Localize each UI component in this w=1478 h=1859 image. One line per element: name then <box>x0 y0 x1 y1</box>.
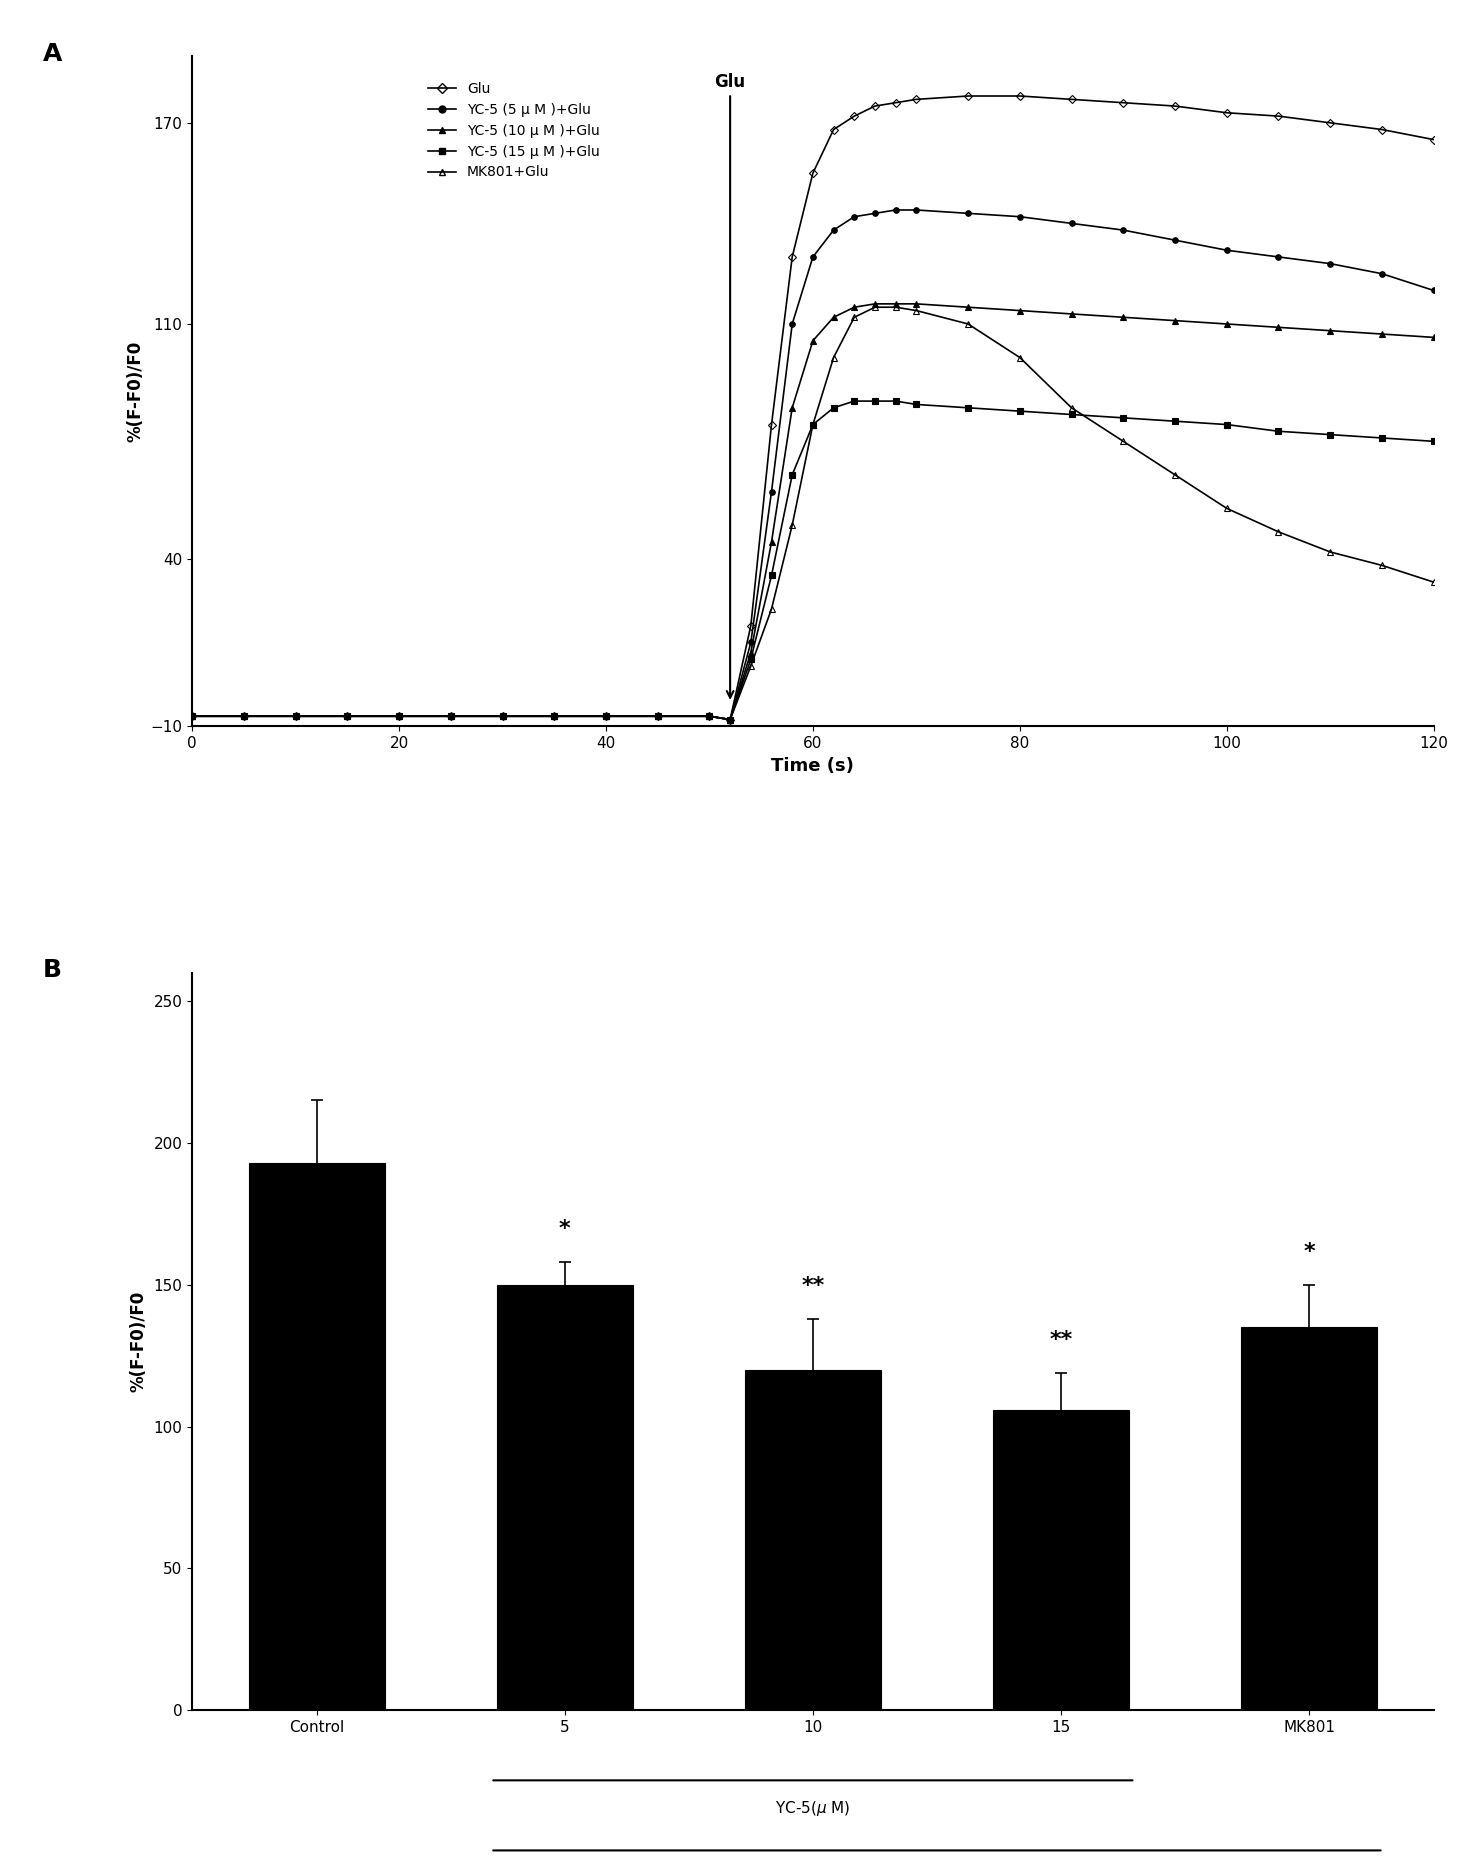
Bar <box>745 1370 881 1710</box>
Y-axis label: %(F-F0)/F0: %(F-F0)/F0 <box>130 1290 148 1392</box>
X-axis label: Time (s): Time (s) <box>772 757 854 775</box>
Bar <box>497 1285 633 1710</box>
Text: **: ** <box>801 1275 825 1296</box>
Bar <box>993 1409 1129 1710</box>
Text: Glu: Glu <box>714 73 746 697</box>
Text: **: ** <box>1049 1329 1073 1350</box>
Y-axis label: %(F-F0)/F0: %(F-F0)/F0 <box>127 340 145 442</box>
Legend: Glu, YC-5 (5 μ M )+Glu, YC-5 (10 μ M )+Glu, YC-5 (15 μ M )+Glu, MK801+Glu: Glu, YC-5 (5 μ M )+Glu, YC-5 (10 μ M )+G… <box>423 76 606 186</box>
Text: YC-5($\mu$ M): YC-5($\mu$ M) <box>774 1800 851 1818</box>
Text: A: A <box>43 43 62 67</box>
Text: *: * <box>1304 1242 1315 1262</box>
Bar <box>248 1162 384 1710</box>
Text: B: B <box>43 957 62 982</box>
Bar <box>1242 1327 1377 1710</box>
Text: *: * <box>559 1220 571 1240</box>
